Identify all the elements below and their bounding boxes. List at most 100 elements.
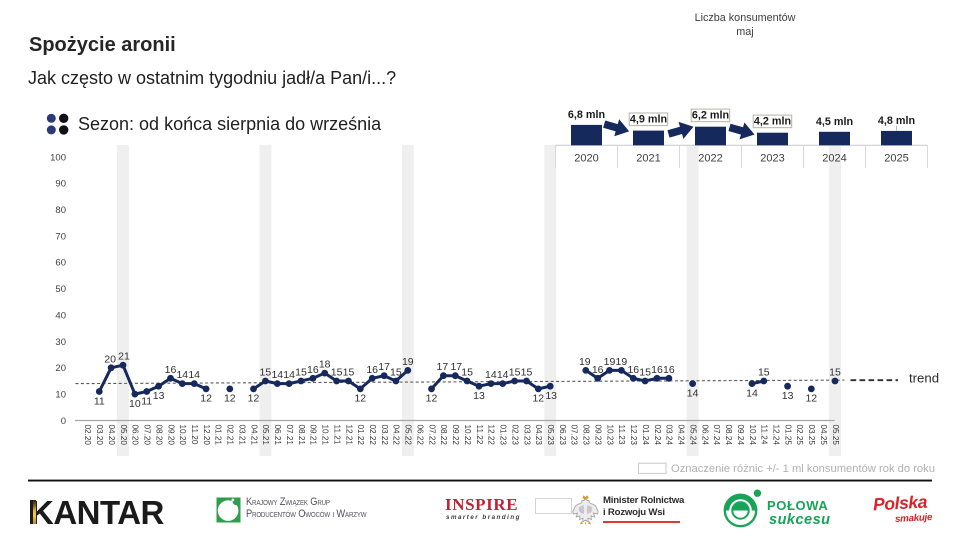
svg-text:01.21: 01.21 bbox=[214, 425, 223, 446]
svg-text:12: 12 bbox=[248, 393, 260, 405]
svg-text:06.24: 06.24 bbox=[700, 425, 709, 446]
svg-text:2024: 2024 bbox=[822, 153, 846, 165]
svg-text:09.24: 09.24 bbox=[736, 425, 745, 446]
svg-text:17: 17 bbox=[378, 361, 390, 373]
svg-text:12: 12 bbox=[224, 393, 236, 405]
svg-text:06.20: 06.20 bbox=[131, 425, 140, 446]
svg-text:08.20: 08.20 bbox=[154, 425, 163, 446]
svg-text:0: 0 bbox=[61, 416, 66, 427]
svg-text:4,5 mln: 4,5 mln bbox=[816, 116, 853, 128]
svg-text:01.24: 01.24 bbox=[641, 425, 650, 446]
svg-text:13: 13 bbox=[782, 390, 794, 402]
svg-text:03.21: 03.21 bbox=[238, 425, 247, 446]
svg-text:19: 19 bbox=[604, 356, 616, 368]
svg-text:02.22: 02.22 bbox=[368, 425, 377, 446]
svg-text:14: 14 bbox=[188, 369, 200, 381]
svg-text:04.22: 04.22 bbox=[392, 425, 401, 446]
svg-text:4,8 mln: 4,8 mln bbox=[878, 115, 915, 127]
svg-text:50: 50 bbox=[55, 284, 66, 295]
svg-text:Oznaczenie różnic +/- 1 ml kon: Oznaczenie różnic +/- 1 ml konsumentów r… bbox=[671, 463, 935, 475]
svg-text:19: 19 bbox=[579, 356, 591, 368]
svg-text:09.21: 09.21 bbox=[309, 425, 318, 446]
svg-text:14: 14 bbox=[746, 387, 758, 399]
svg-text:2020: 2020 bbox=[574, 153, 598, 165]
svg-text:09.20: 09.20 bbox=[166, 425, 175, 446]
svg-text:15: 15 bbox=[260, 367, 272, 379]
svg-text:04.23: 04.23 bbox=[534, 425, 543, 446]
svg-text:17: 17 bbox=[450, 361, 462, 373]
svg-text:02.25: 02.25 bbox=[795, 425, 804, 446]
svg-text:14: 14 bbox=[283, 369, 295, 381]
svg-text:15: 15 bbox=[461, 367, 473, 379]
svg-text:07.21: 07.21 bbox=[285, 425, 294, 446]
svg-text:10.20: 10.20 bbox=[178, 425, 187, 446]
svg-text:05.20: 05.20 bbox=[119, 425, 128, 446]
svg-text:12: 12 bbox=[532, 393, 544, 405]
svg-text:13: 13 bbox=[473, 390, 485, 402]
svg-text:02.23: 02.23 bbox=[510, 425, 519, 446]
svg-text:09.22: 09.22 bbox=[451, 425, 460, 446]
svg-text:08.23: 08.23 bbox=[582, 425, 591, 446]
svg-text:04.20: 04.20 bbox=[107, 425, 116, 446]
svg-text:10.24: 10.24 bbox=[748, 425, 757, 446]
svg-text:07.23: 07.23 bbox=[570, 425, 579, 446]
svg-text:30: 30 bbox=[55, 337, 66, 348]
svg-text:14: 14 bbox=[176, 369, 188, 381]
svg-text:2023: 2023 bbox=[760, 153, 784, 165]
svg-text:20: 20 bbox=[55, 363, 66, 374]
svg-text:18: 18 bbox=[319, 359, 331, 371]
svg-text:90: 90 bbox=[55, 179, 66, 190]
svg-text:10.21: 10.21 bbox=[321, 425, 330, 446]
svg-text:12.24: 12.24 bbox=[772, 425, 781, 446]
svg-text:16: 16 bbox=[366, 364, 378, 376]
svg-text:19: 19 bbox=[402, 356, 414, 368]
svg-text:05.22: 05.22 bbox=[404, 425, 413, 446]
svg-text:15: 15 bbox=[639, 367, 651, 379]
svg-text:16: 16 bbox=[651, 364, 663, 376]
svg-text:12: 12 bbox=[200, 393, 212, 405]
svg-text:15: 15 bbox=[343, 367, 355, 379]
svg-text:01.22: 01.22 bbox=[356, 425, 365, 446]
svg-text:trend: trend bbox=[909, 371, 939, 386]
svg-text:12.22: 12.22 bbox=[487, 425, 496, 446]
svg-text:10: 10 bbox=[129, 398, 141, 410]
svg-text:01.25: 01.25 bbox=[783, 425, 792, 446]
svg-text:03.22: 03.22 bbox=[380, 425, 389, 446]
svg-text:14: 14 bbox=[271, 369, 283, 381]
svg-text:70: 70 bbox=[55, 231, 66, 242]
svg-text:6,8 mln: 6,8 mln bbox=[568, 109, 605, 121]
svg-text:08.24: 08.24 bbox=[724, 425, 733, 446]
svg-text:6,2 mln: 6,2 mln bbox=[692, 110, 729, 122]
svg-text:15: 15 bbox=[521, 367, 533, 379]
svg-text:15: 15 bbox=[829, 367, 841, 379]
svg-text:19: 19 bbox=[616, 356, 628, 368]
svg-text:06.21: 06.21 bbox=[273, 425, 282, 446]
svg-text:17: 17 bbox=[437, 361, 449, 373]
svg-text:07.24: 07.24 bbox=[712, 425, 721, 446]
svg-text:04.21: 04.21 bbox=[249, 425, 258, 446]
svg-text:08.22: 08.22 bbox=[439, 425, 448, 446]
svg-text:05.25: 05.25 bbox=[831, 425, 840, 446]
svg-text:12: 12 bbox=[354, 393, 366, 405]
svg-text:12.21: 12.21 bbox=[344, 425, 353, 446]
svg-text:06.23: 06.23 bbox=[558, 425, 567, 446]
svg-text:16: 16 bbox=[663, 364, 675, 376]
svg-text:12: 12 bbox=[426, 393, 438, 405]
svg-text:16: 16 bbox=[592, 364, 604, 376]
svg-text:2025: 2025 bbox=[884, 153, 908, 165]
svg-text:05.21: 05.21 bbox=[261, 425, 270, 446]
svg-text:11: 11 bbox=[141, 395, 152, 407]
svg-text:4,2 mln: 4,2 mln bbox=[754, 116, 791, 128]
svg-text:60: 60 bbox=[55, 258, 66, 269]
svg-text:15: 15 bbox=[390, 367, 402, 379]
svg-text:12.20: 12.20 bbox=[202, 425, 211, 446]
svg-text:4,9 mln: 4,9 mln bbox=[630, 114, 667, 126]
svg-text:15: 15 bbox=[295, 367, 307, 379]
svg-text:03.23: 03.23 bbox=[522, 425, 531, 446]
svg-text:21: 21 bbox=[118, 351, 130, 363]
svg-text:11.21: 11.21 bbox=[332, 425, 341, 445]
svg-text:03.24: 03.24 bbox=[665, 425, 674, 446]
svg-text:13: 13 bbox=[153, 390, 165, 402]
svg-text:14: 14 bbox=[687, 387, 699, 399]
svg-text:16: 16 bbox=[165, 364, 177, 376]
